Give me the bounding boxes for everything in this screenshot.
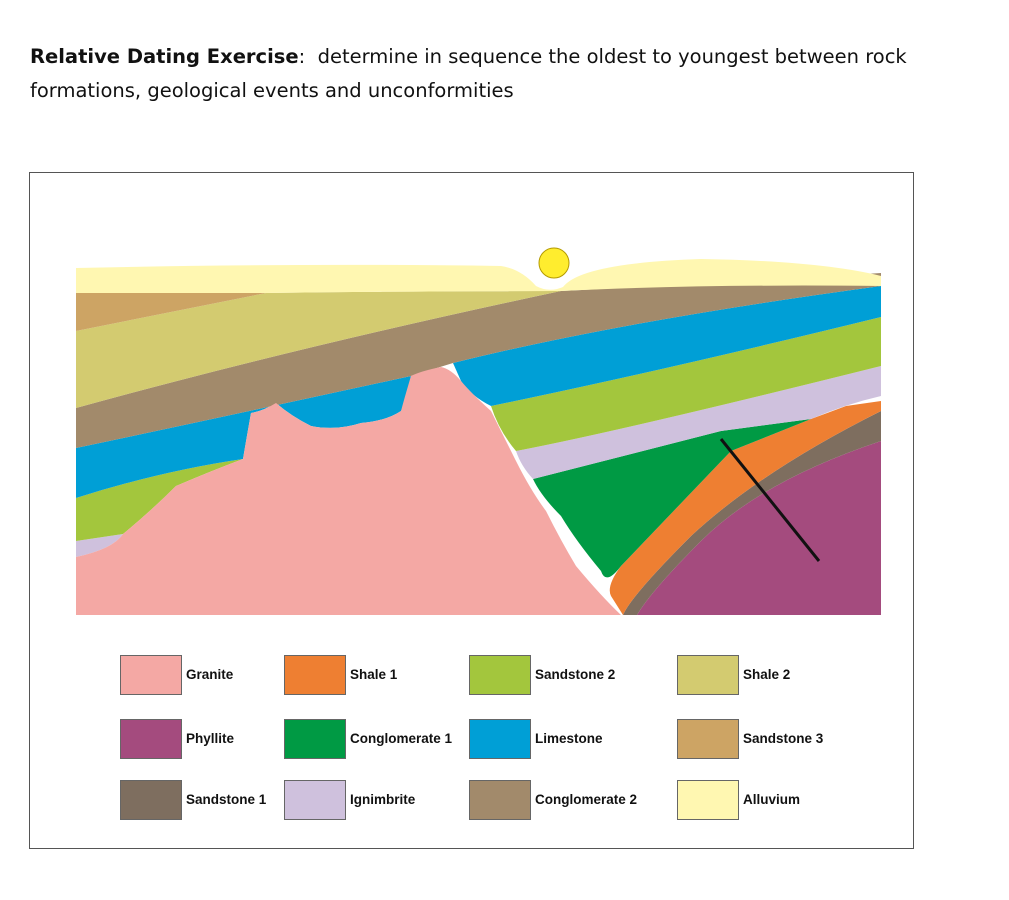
- heading-title: Relative Dating Exercise: [30, 45, 299, 68]
- granite-intrusion: [76, 367, 621, 615]
- sandstone2-layer-left: [76, 459, 243, 541]
- phyllite-layer: [637, 441, 881, 615]
- sandstone2-layer: [491, 317, 881, 451]
- shale1-layer: [609, 401, 881, 615]
- exercise-heading: Relative Dating Exercise: determine in s…: [30, 40, 920, 108]
- cross-section-frame: Granite Shale 1 Sandstone 2 Shale 2 Phyllite…: [29, 172, 914, 849]
- sandstone1-layer: [623, 411, 881, 615]
- sandstone3-layer: [76, 293, 266, 331]
- fault-line: [719, 438, 821, 562]
- heading-instructions: determine in sequence the oldest to youn…: [30, 45, 913, 102]
- alluvium-layer: [76, 259, 881, 293]
- shale2-layer: [76, 291, 561, 408]
- geologic-cross-section: [76, 247, 881, 615]
- sun-icon: [538, 247, 570, 279]
- ignimbrite-layer-left: [76, 534, 123, 557]
- ignimbrite-layer: [516, 366, 881, 479]
- conglomerate1-layer: [533, 419, 811, 578]
- limestone-layer: [453, 286, 881, 406]
- heading-colon: :: [298, 45, 306, 68]
- limestone-layer-left: [76, 376, 411, 498]
